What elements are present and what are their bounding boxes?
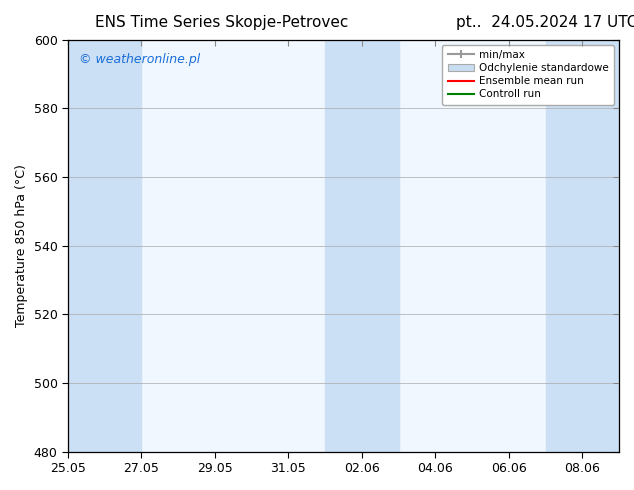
Text: pt..  24.05.2024 17 UTC: pt.. 24.05.2024 17 UTC <box>456 15 634 30</box>
Y-axis label: Temperature 850 hPa (°C): Temperature 850 hPa (°C) <box>15 164 28 327</box>
Text: © weatheronline.pl: © weatheronline.pl <box>79 53 200 66</box>
Bar <box>68 40 141 452</box>
Bar <box>325 40 399 452</box>
Text: ENS Time Series Skopje-Petrovec: ENS Time Series Skopje-Petrovec <box>95 15 349 30</box>
Bar <box>545 40 619 452</box>
Legend: min/max, Odchylenie standardowe, Ensemble mean run, Controll run: min/max, Odchylenie standardowe, Ensembl… <box>443 45 614 104</box>
